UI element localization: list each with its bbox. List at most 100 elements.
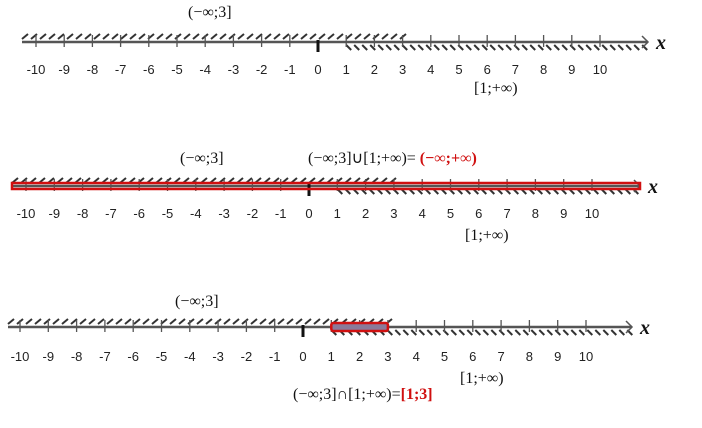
panel3-right-set-hatch: [602, 329, 610, 336]
panel1-tick-label: -4: [199, 62, 211, 77]
panel3-tick-label: -6: [127, 349, 139, 364]
panel2-tick-label: 7: [503, 206, 510, 221]
panel3-left-set-hatch: [34, 318, 42, 325]
panel3-right-set-hatch: [530, 329, 538, 336]
panel2-tick-label: -8: [77, 206, 89, 221]
panel3-tick-label: 1: [328, 349, 335, 364]
panel1-left-set-hatch: [48, 33, 56, 40]
panel3-right-set-hatch: [466, 329, 474, 336]
panel1-left-set-hatch: [363, 33, 371, 40]
panel1-left-set-hatch: [354, 33, 362, 40]
panel1-right-set-hatch: [441, 44, 448, 51]
panel3-right-set-hatch: [426, 329, 434, 336]
panel1-tick-label: -6: [143, 62, 155, 77]
panel1-right-set-hatch: [369, 44, 376, 51]
panel3-left-set-hatch: [241, 318, 249, 325]
panel3-left-set-hatch: [295, 318, 303, 325]
panel1-left-set-hatch: [75, 33, 83, 40]
panel1-right-set-hatch: [345, 44, 352, 51]
panel3-tick-label: 3: [384, 349, 391, 364]
panel3-tick-label: -8: [71, 349, 83, 364]
panel3-axis-arrow-icon: [625, 320, 634, 334]
panel3-right-set-hatch: [410, 329, 418, 336]
panel1-right-set-hatch: [601, 44, 608, 51]
panel3-left-set-hatch: [61, 318, 69, 325]
panel1-tick-label: -3: [228, 62, 240, 77]
panel3-right-set-hatch: [554, 329, 562, 336]
panel1-left-set-hatch: [183, 33, 191, 40]
panel1-right-set-hatch: [393, 44, 400, 51]
panel3-intersection-highlight: [330, 321, 390, 333]
panel1-left-set-hatch: [390, 33, 398, 40]
panel1-left-set-hatch: [39, 33, 47, 40]
panel3-tick-label: -9: [43, 349, 55, 364]
panel1-left-set-hatch: [273, 33, 281, 40]
panel3-left-set-hatch: [313, 318, 321, 325]
panel2-tick-label: -9: [49, 206, 61, 221]
panel3-left-set-hatch: [250, 318, 258, 325]
panel1-tick-label: 6: [484, 62, 491, 77]
panel1-left-set-hatch: [228, 33, 236, 40]
panel3-left-set-hatch: [97, 318, 105, 325]
panel3-left-set-hatch: [124, 318, 132, 325]
panel1-tick-label: -2: [256, 62, 268, 77]
panel2-tick-label: 4: [419, 206, 426, 221]
panel3-left-set-hatch: [268, 318, 276, 325]
panel1-left-set-hatch: [129, 33, 137, 40]
panel3-left-set-hatch: [79, 318, 87, 325]
panel3-right-set-hatch: [570, 329, 578, 336]
panel3-right-set-hatch: [450, 329, 458, 336]
panel2-tick-label: -4: [190, 206, 202, 221]
panel2-right-set-label: [1;+∞): [465, 227, 509, 244]
panel1-right-set-hatch: [641, 44, 648, 51]
panel1-right-set-hatch: [417, 44, 424, 51]
panel3-left-set-hatch: [259, 318, 267, 325]
panel1-right-set-hatch: [609, 44, 616, 51]
panel1-tick-label: -7: [115, 62, 127, 77]
panel1-left-set-hatch: [111, 33, 119, 40]
panel1-left-set-label: (−∞;3]: [188, 4, 232, 21]
panel2-tick-label: 5: [447, 206, 454, 221]
panel3-left-set-hatch: [178, 318, 186, 325]
panel3-tick-label: -4: [184, 349, 196, 364]
panel1-right-set-hatch: [545, 44, 552, 51]
panel1-right-set-hatch: [577, 44, 584, 51]
panel3-right-set-hatch: [562, 329, 570, 336]
panel3-right-set-hatch: [506, 329, 514, 336]
panel1-right-set-hatch: [481, 44, 488, 51]
panel1-right-set-hatch: [353, 44, 360, 51]
panel1-right-set-hatch: [465, 44, 472, 51]
panel1-right-set-hatch: [385, 44, 392, 51]
panel3-left-set-hatch: [52, 318, 60, 325]
panel3-left-set-hatch: [223, 318, 231, 325]
panel1-right-set-hatch: [593, 44, 600, 51]
panel3-right-set-hatch: [498, 329, 506, 336]
panel1-tick-label: -5: [171, 62, 183, 77]
panel2-tick-label: 9: [560, 206, 567, 221]
panel3-tick-label: 0: [299, 349, 306, 364]
panel1-right-set-hatch: [361, 44, 368, 51]
panel2-tick-label: -1: [275, 206, 287, 221]
panel3-right-set-hatch: [482, 329, 490, 336]
panel1-left-set-hatch: [165, 33, 173, 40]
panel2-union-expression: (−∞;3]∪[1;+∞)= (−∞;+∞): [308, 148, 477, 168]
panel3-right-set-label: [1;+∞): [460, 370, 504, 387]
panel3-left-set-hatch: [196, 318, 204, 325]
panel3-left-set-hatch: [43, 318, 51, 325]
panel2-tick-label: -10: [17, 206, 36, 221]
panel1-right-set-hatch: [425, 44, 432, 51]
panel1-tick-label: 7: [512, 62, 519, 77]
panel3-left-set-hatch: [169, 318, 177, 325]
panel1-left-set-hatch: [309, 33, 317, 40]
panel1-right-set-hatch: [409, 44, 416, 51]
panel3-right-set-hatch: [546, 329, 554, 336]
panel3-right-set-hatch: [538, 329, 546, 336]
panel3-tick-label: -1: [269, 349, 281, 364]
panel1-right-set-hatch: [625, 44, 632, 51]
panel2-tick-label: 2: [362, 206, 369, 221]
intersection-operation: (−∞;3]∩[1;+∞)=: [293, 386, 401, 403]
panel1-left-set-hatch: [84, 33, 92, 40]
panel1-axis-arrow-icon: [641, 35, 650, 49]
panel3-axis-label: x: [639, 317, 650, 339]
